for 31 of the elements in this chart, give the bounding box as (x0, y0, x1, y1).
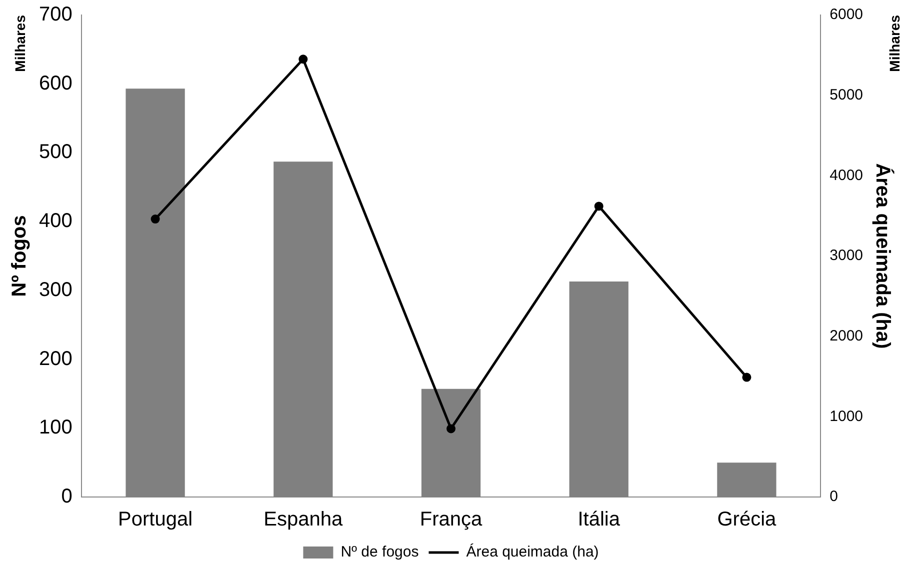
y2-tick-label: 5000 (830, 86, 864, 104)
text: Milhares (886, 14, 902, 72)
x-tick-label: França (420, 508, 483, 531)
point (150, 214, 160, 224)
x-tick-label: Portugal (118, 508, 193, 531)
y2-tick-label: 6000 (830, 6, 864, 24)
y-tick-label: 0 (61, 486, 72, 508)
point (298, 54, 308, 64)
y-tick-label: 200 (38, 348, 72, 370)
y-tick-label: 600 (38, 72, 72, 94)
legend-label: Nº de fogos (340, 544, 419, 561)
point (594, 202, 604, 211)
y-axis-title: Nº fogos (8, 215, 31, 297)
y-tick-label: 700 (38, 4, 72, 26)
y-tick-label: 400 (38, 210, 72, 232)
y-tick-label: 100 (38, 416, 72, 439)
y2-tick-label: 4000 (830, 166, 864, 184)
x-tick-label: Grécia (717, 508, 778, 531)
legend-label: Área queimada (ha) (466, 542, 599, 561)
y2-tick-label: 3000 (830, 247, 864, 264)
point (446, 424, 456, 434)
y2-tick-label: 2000 (830, 327, 864, 344)
y2-axis-title: Área queimada (ha) (871, 163, 894, 349)
y-tick-label: 300 (38, 278, 72, 301)
point (742, 372, 752, 382)
text: Milhares (12, 14, 28, 72)
x-tick-label: Espanha (264, 508, 344, 531)
y-tick-label: 500 (38, 141, 72, 164)
y2-tick-label: 1000 (830, 408, 864, 425)
x-tick-label: Itália (578, 508, 621, 531)
y2-tick-label: 0 (830, 488, 838, 506)
